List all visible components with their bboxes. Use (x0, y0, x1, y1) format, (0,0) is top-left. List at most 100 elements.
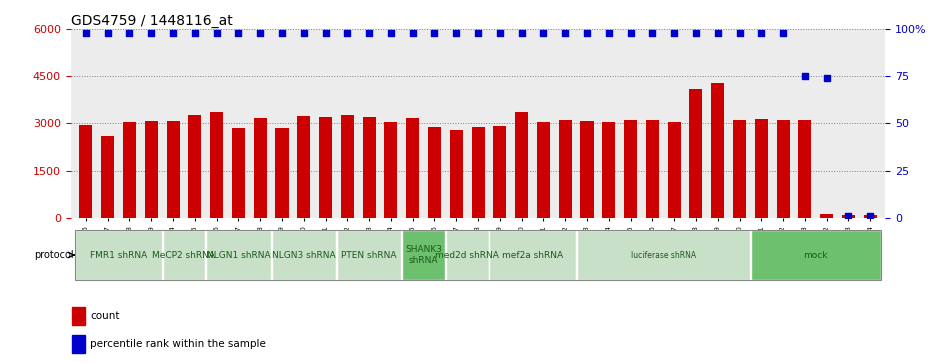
Bar (101, 136, 114, 218)
Bar (253, 118, 267, 218)
Point (710, 30, 725, 36)
Point (732, 30, 747, 36)
Point (493, 30, 508, 36)
Text: FMR1 shRNA: FMR1 shRNA (89, 250, 147, 260)
Bar (163, 230, 205, 280)
Bar (402, 230, 445, 280)
Point (820, 75, 835, 81)
Bar (580, 121, 593, 218)
Point (514, 30, 529, 36)
Bar (319, 117, 333, 218)
Bar (341, 115, 354, 218)
Point (558, 30, 573, 36)
Bar (646, 120, 658, 218)
Bar (490, 230, 576, 280)
Point (536, 30, 551, 36)
Point (754, 30, 769, 36)
Bar (577, 230, 750, 280)
Point (579, 30, 594, 36)
Point (623, 30, 638, 36)
Point (100, 30, 115, 36)
Point (601, 30, 616, 36)
Bar (337, 230, 401, 280)
Bar (798, 120, 811, 218)
Bar (232, 127, 245, 218)
Bar (75, 230, 162, 280)
Bar (206, 230, 270, 280)
Point (841, 213, 856, 219)
Point (427, 30, 442, 36)
Point (166, 30, 181, 36)
Point (383, 30, 398, 36)
Bar (188, 115, 202, 218)
Text: SHANK3
shRNA: SHANK3 shRNA (405, 245, 442, 265)
Point (318, 30, 333, 36)
Point (797, 73, 812, 79)
Point (470, 30, 485, 36)
Point (187, 30, 203, 36)
Point (296, 30, 311, 36)
Point (252, 30, 268, 36)
Point (405, 30, 420, 36)
Text: med2d shRNA: med2d shRNA (435, 250, 499, 260)
Bar (842, 215, 855, 218)
Bar (690, 89, 703, 218)
Bar (167, 121, 180, 218)
Bar (449, 130, 463, 218)
Bar (271, 230, 336, 280)
Bar (755, 119, 768, 218)
Bar (363, 117, 376, 218)
Bar (864, 215, 877, 218)
Point (448, 30, 463, 36)
Point (209, 30, 224, 36)
Bar (668, 122, 681, 218)
Text: mef2a shRNA: mef2a shRNA (502, 250, 563, 260)
Text: GDS4759 / 1448116_at: GDS4759 / 1448116_at (71, 14, 233, 28)
Bar (602, 122, 615, 218)
Bar (210, 113, 223, 218)
Point (667, 30, 682, 36)
Bar (406, 118, 419, 218)
Bar (298, 117, 310, 218)
Bar (73, 335, 86, 353)
Point (689, 30, 704, 36)
Text: luciferase shRNA: luciferase shRNA (631, 250, 696, 260)
Bar (79, 125, 92, 218)
Point (775, 30, 790, 36)
Text: NLGN3 shRNA: NLGN3 shRNA (272, 250, 335, 260)
Bar (515, 113, 528, 218)
Bar (428, 127, 441, 218)
Text: mock: mock (804, 250, 828, 260)
Bar (494, 126, 507, 218)
Bar (624, 120, 637, 218)
Bar (123, 122, 136, 218)
Bar (145, 121, 158, 218)
Point (645, 30, 660, 36)
Point (78, 30, 93, 36)
Bar (776, 120, 789, 218)
Bar (711, 82, 724, 218)
Text: NLGN1 shRNA: NLGN1 shRNA (206, 250, 270, 260)
Bar (559, 120, 572, 218)
Point (340, 30, 355, 36)
Point (144, 30, 159, 36)
Text: MeCP2 shRNA: MeCP2 shRNA (153, 250, 216, 260)
Text: percentile rank within the sample: percentile rank within the sample (90, 339, 266, 349)
Bar (73, 307, 86, 325)
Bar (820, 214, 833, 218)
Text: protocol: protocol (34, 250, 73, 260)
Bar (384, 122, 398, 218)
Point (122, 30, 137, 36)
Text: PTEN shRNA: PTEN shRNA (341, 250, 397, 260)
Bar (275, 127, 288, 218)
Bar (472, 127, 484, 218)
Point (362, 30, 377, 36)
Bar (751, 230, 881, 280)
Bar (446, 230, 489, 280)
Bar (733, 120, 746, 218)
Bar (537, 122, 550, 218)
Point (231, 30, 246, 36)
Text: count: count (90, 311, 120, 321)
Point (863, 213, 878, 219)
Point (274, 30, 289, 36)
